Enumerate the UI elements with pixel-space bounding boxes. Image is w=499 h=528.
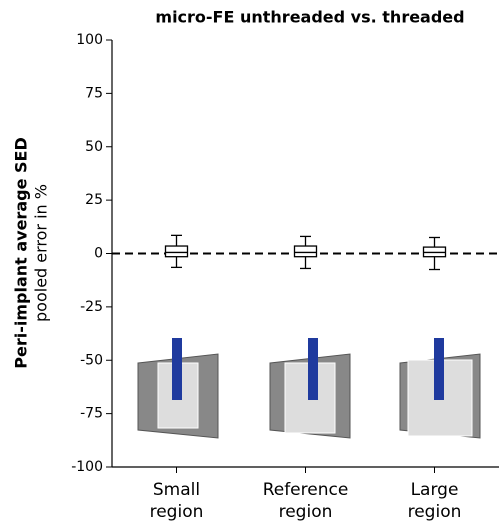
y-tick-label: -75 [80,406,103,422]
y-tick-label: -100 [71,459,103,475]
y-axis-label: Peri-implant average SED [12,137,31,368]
y-tick-label: 75 [85,85,103,101]
y-tick-label: 0 [94,246,103,262]
y-tick-label: -25 [80,299,103,315]
x-tick-label: Reference region [262,480,349,522]
y-tick-label: 100 [76,32,103,48]
box [293,245,318,258]
x-tick-label: Small region [149,480,204,522]
box [164,245,189,258]
implant-illustrations [137,338,481,439]
y-tick-label: 50 [85,139,103,155]
chart-title: micro-FE unthreaded vs. threaded [155,8,464,27]
y-axis-sublabel: pooled error in % [32,184,51,322]
x-tick-label: Large region [407,480,462,522]
y-tick-label: 25 [85,192,103,208]
y-tick-label: -50 [80,352,103,368]
